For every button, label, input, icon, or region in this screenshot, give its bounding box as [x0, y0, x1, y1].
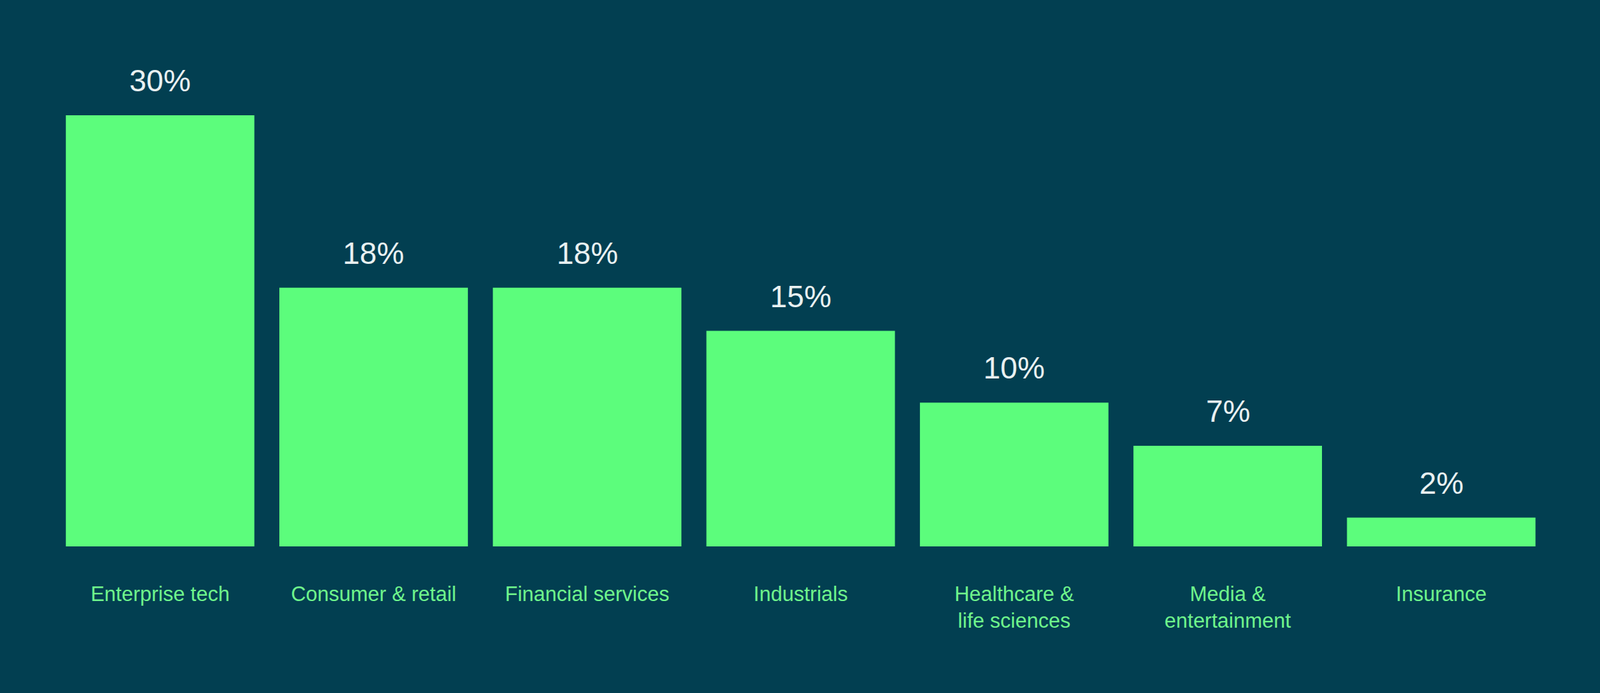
svg-text:Media &entertainment: Media &entertainment: [1164, 582, 1292, 633]
svg-text:Industrials: Industrials: [753, 582, 848, 606]
svg-text:15%: 15%: [770, 279, 832, 314]
svg-text:Enterprise tech: Enterprise tech: [90, 582, 230, 606]
svg-text:10%: 10%: [983, 350, 1045, 386]
svg-text:Insurance: Insurance: [1396, 582, 1487, 606]
svg-text:Healthcare &life sciences: Healthcare &life sciences: [954, 582, 1075, 633]
svg-text:7%: 7%: [1206, 394, 1250, 429]
svg-text:18%: 18%: [556, 236, 618, 271]
svg-text:Financial services: Financial services: [505, 582, 670, 606]
svg-text:2%: 2%: [1419, 466, 1464, 501]
svg-text:18%: 18%: [342, 236, 404, 271]
svg-text:Consumer & retail: Consumer & retail: [290, 582, 456, 606]
svg-text:30%: 30%: [129, 63, 191, 98]
